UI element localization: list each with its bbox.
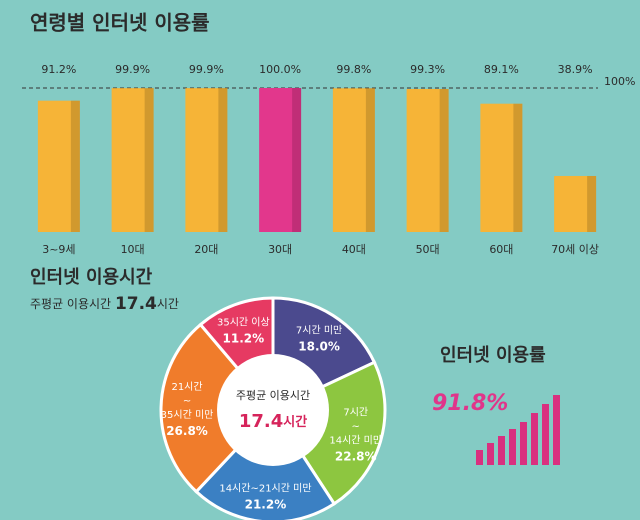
slice-label: 7시간 미만 18.0%: [296, 324, 342, 353]
value-label: 91.2%: [41, 63, 76, 76]
average-value: 17.4: [115, 294, 157, 314]
value-label: 38.9%: [558, 63, 593, 76]
x-tick-label: 70세 이상: [551, 243, 599, 256]
x-tick-label: 20대: [194, 243, 218, 256]
value-label: 99.9%: [115, 63, 150, 76]
value-label: 89.1%: [484, 63, 519, 76]
average-label: 주평균 이용시간: [30, 297, 111, 311]
slice-category: ~: [352, 421, 360, 432]
average-unit: 시간: [157, 297, 179, 311]
bar: [406, 89, 449, 233]
bar: [480, 103, 523, 232]
slice-label: 14시간~21시간 미만 21.2%: [219, 483, 311, 512]
value-label: 99.9%: [189, 63, 224, 76]
bar: [37, 100, 80, 232]
summary-value: 91.8%: [432, 391, 508, 416]
slice-value: 11.2%: [223, 331, 265, 345]
slice-category: 21시간: [171, 381, 202, 393]
bar-shade: [513, 103, 523, 232]
signal-icon: [476, 395, 560, 465]
center-label: 주평균 이용시간: [236, 389, 310, 402]
subtitle: 주평균 이용시간 17.4시간: [30, 294, 179, 314]
slice-category: 35시간 이상: [217, 316, 270, 328]
signal-bar: [476, 450, 483, 465]
value-label: 99.3%: [410, 63, 445, 76]
bar-shade: [144, 88, 154, 232]
signal-bar: [542, 404, 549, 465]
x-tick-label: 40대: [342, 243, 366, 256]
value-label: 100.0%: [259, 63, 301, 76]
slice-category: 14시간 미만: [329, 434, 382, 446]
slice-label: 21시간 ~35시간 미만 26.8%: [161, 381, 214, 438]
slice-value: 21.2%: [245, 497, 287, 511]
slice-category: ~: [183, 396, 191, 407]
slice-value: 18.0%: [298, 339, 340, 353]
value-label: 99.8%: [336, 63, 371, 76]
signal-bar: [487, 443, 494, 465]
bar: [554, 175, 597, 232]
signal-bar: [553, 395, 560, 465]
slice-value: 26.8%: [166, 423, 208, 437]
signal-bar: [498, 436, 505, 465]
bar: [332, 88, 375, 233]
summary-title: 인터넷 이용률: [440, 345, 546, 366]
reference-label: 100%: [604, 75, 635, 88]
average-value: 17.4: [239, 411, 283, 432]
bar-shade: [292, 88, 302, 232]
bar-shade: [70, 100, 80, 232]
signal-bar: [509, 429, 516, 465]
bar: [111, 88, 154, 232]
chart-title: 인터넷 이용시간: [30, 267, 153, 288]
bar: [259, 88, 302, 232]
bar-shade: [587, 175, 597, 232]
bar: [185, 88, 228, 232]
donut-hole: [217, 354, 329, 466]
slice-category: 7시간: [343, 406, 368, 418]
center-value: 17.4시간: [239, 411, 307, 432]
bar-shade: [218, 88, 228, 232]
slice-value: 22.8%: [335, 449, 377, 463]
chart-title: 연령별 인터넷 이용률: [30, 11, 210, 35]
slice-label: 35시간 이상 11.2%: [217, 316, 270, 345]
signal-bar: [531, 413, 538, 465]
bar-shade: [439, 89, 449, 233]
slice-label: 7시간 ~14시간 미만 22.8%: [329, 406, 382, 463]
bar-shade: [365, 88, 375, 233]
signal-bar: [520, 422, 527, 465]
x-tick-label: 50대: [416, 243, 440, 256]
slice-category: 14시간~21시간 미만: [219, 483, 311, 495]
average-unit: 시간: [283, 414, 307, 430]
x-tick-label: 3~9세: [42, 243, 75, 256]
donut-slice: [159, 322, 276, 494]
x-tick-label: 10대: [121, 243, 145, 256]
x-tick-label: 30대: [268, 243, 292, 256]
x-tick-label: 60대: [489, 243, 513, 256]
slice-category: 7시간 미만: [296, 324, 342, 336]
slice-category: 35시간 미만: [161, 409, 214, 421]
